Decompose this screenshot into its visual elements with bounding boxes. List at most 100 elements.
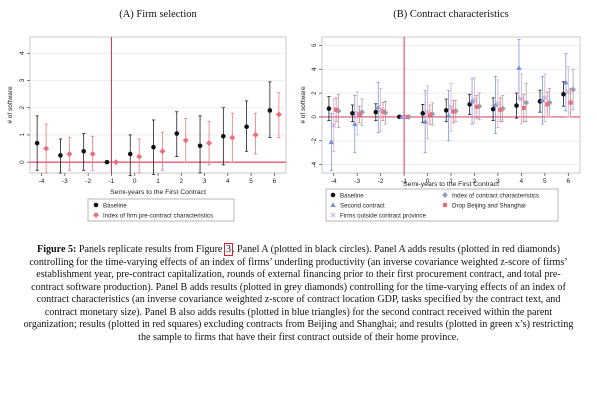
panel-b-x-tick-label--4: -4 <box>331 178 337 185</box>
panel-b-drop-point-6 <box>568 100 573 105</box>
panel-b-chart: (B) Contract characteristics -4 -2 0 2 4 6 -4… <box>300 9 581 222</box>
panel-a-baseline-point--1 <box>104 159 110 165</box>
panel-b-legend-marker-baseline <box>330 192 336 198</box>
figure-reference-link[interactable]: 3 <box>223 243 233 256</box>
panel-a-index-point-0 <box>136 153 143 160</box>
panel-a-y-tick-label-0: 0 <box>19 160 26 164</box>
panel-b-legend-marker-index <box>442 192 448 198</box>
caption-text-start: Panels replicate results from Figure <box>76 244 225 255</box>
panel-a-legend-label-index: Index of firm pre-contract characteristi… <box>103 213 213 220</box>
panel-b-outside-point-3-stroke-b <box>495 101 501 107</box>
panel-a-y-tick-label-3: 3 <box>19 78 26 82</box>
panel-a-baseline-point-5 <box>244 124 249 130</box>
panel-b-outside-point-6 <box>565 89 571 95</box>
panel-a-x-tick-label-0: 0 <box>133 178 137 185</box>
panel-b-index-point--3 <box>358 109 365 116</box>
panel-b-outside-point-2 <box>471 97 478 103</box>
panel-a-x-tick-label--1: -1 <box>109 178 115 185</box>
panel-b-legend-marker-outside <box>330 212 336 218</box>
panel-a-reference-lines <box>30 37 286 173</box>
panel-a-x-tick-label-3: 3 <box>203 178 207 185</box>
panel-b-x-tick-label--2: -2 <box>378 178 384 185</box>
panel-b-second-point-6 <box>563 79 569 85</box>
panel-b-x-tick-label-3: 3 <box>496 178 500 185</box>
panel-b-legend-marker-drop <box>442 202 448 208</box>
panel-a-index-point--2 <box>89 150 96 157</box>
panel-a-x-tick-label-6: 6 <box>273 178 277 185</box>
panel-a-y-axis-label: # of software <box>7 86 14 124</box>
panel-b-x-tick-label-1: 1 <box>449 178 453 185</box>
panel-b-outside-point-1-stroke-b <box>448 104 454 110</box>
panel-b-drop-point-5 <box>545 102 550 107</box>
panel-a-baseline-point--3 <box>58 153 63 158</box>
panel-a-baseline-point-4 <box>221 133 226 139</box>
panel-b-baseline-point-0 <box>420 111 426 116</box>
panel-b-second-point-3 <box>492 102 499 107</box>
panel-a-y-tick-label-2: 2 <box>19 105 26 109</box>
panel-b-second-point-0 <box>422 118 428 124</box>
panel-a-baseline-point-2 <box>174 131 180 136</box>
panel-b-drop-point-4 <box>521 105 526 111</box>
panel-a-index-point-1 <box>159 148 166 155</box>
panel-a-legend-label-baseline: Baseline <box>103 203 127 210</box>
panel-a-y-tick-labels: 0 1 2 3 4 <box>19 51 30 164</box>
panel-a-x-tick-label--2: -2 <box>85 178 91 185</box>
caption-label: Figure 5: <box>37 244 77 255</box>
panel-b-drop-point-0 <box>427 112 433 117</box>
panel-b-baseline-point-6 <box>561 91 566 97</box>
panel-a-y-tick-label-1: 1 <box>19 133 26 137</box>
panel-b-legend-label-index: Index of contract characteristics <box>452 193 539 200</box>
panel-b-x-tick-label-0: 0 <box>426 178 430 185</box>
panel-b-x-tick-label-5: 5 <box>543 178 547 185</box>
panel-b-outside-point--3-stroke-b <box>354 110 360 116</box>
panel-a-baseline-point-1 <box>151 144 156 150</box>
panel-b-index-point--1 <box>405 113 412 120</box>
panel-a-baseline-point-3 <box>197 143 203 149</box>
panel-b-y-tick-label--2: -2 <box>311 137 318 143</box>
panel-b-outside-point-0-stroke-b <box>424 109 431 115</box>
panel-b-outside-point--3 <box>354 110 360 116</box>
panel-b-legend-marker-outside-symbol-stroke-b <box>330 212 336 218</box>
panel-b-x-tick-labels: -4 -3 -2 -1 0 1 2 3 4 5 6 <box>331 173 570 185</box>
panel-b-y-tick-label-2: 2 <box>311 91 318 95</box>
panel-a-plot-frame <box>29 36 287 174</box>
panel-b-baseline-point--3 <box>350 111 355 116</box>
panel-b-gridlines <box>322 44 580 166</box>
panel-b-legend-marker-index-symbol <box>442 192 448 198</box>
panel-b-drop-point--4 <box>334 107 339 112</box>
panel-b-outside-point-1 <box>448 104 454 110</box>
panel-a-x-tick-label-4: 4 <box>226 178 230 185</box>
panel-b-outside-point--4-stroke-b <box>331 122 337 128</box>
panel-b-outside-point--1 <box>401 114 407 120</box>
panel-a-chart: (A) Firm selection 0 1 2 3 4 -4 -3 -2 -1 0 1 2 3 4 5 6… <box>7 9 287 222</box>
panel-a-x-tick-label-5: 5 <box>249 178 253 185</box>
panel-a-x-tick-label--4: -4 <box>39 178 45 185</box>
panel-a-legend-marker-index <box>93 212 99 218</box>
panel-b-legend-label-second: Second contract <box>340 203 385 210</box>
panel-b-drop-point-1 <box>451 109 456 114</box>
panel-a-legend-box <box>87 198 235 222</box>
panel-a-baseline-point-0 <box>127 151 133 157</box>
panel-a-index-point-6 <box>275 111 282 118</box>
panel-b-outside-point--2 <box>378 107 384 113</box>
panel-a-index-point-5 <box>252 131 259 138</box>
panel-b-outside-point--4 <box>331 122 337 128</box>
panel-b-legend-marker-second <box>330 202 336 207</box>
panel-b-index-point-4 <box>523 99 530 106</box>
panel-a-x-tick-labels: -4 -3 -2 -1 0 1 2 3 4 5 6 <box>39 173 277 185</box>
panel-b-outside-point--1-stroke-b <box>401 114 407 120</box>
panel-b-y-axis-label: # of software <box>300 86 307 124</box>
panel-a-index-point-2 <box>182 137 189 144</box>
panel-b-baseline-point-1 <box>443 108 449 113</box>
panel-a-x-axis-label: Semi-years to the First Contract <box>110 189 206 196</box>
panel-a-marks <box>34 81 282 177</box>
panel-b-x-tick-label--1: -1 <box>401 178 407 185</box>
panel-b-marks <box>326 39 577 171</box>
panel-b-legend-label-baseline: Baseline <box>340 193 364 200</box>
panel-b-y-tick-label-6: 6 <box>311 43 318 47</box>
panel-b-drop-point-2 <box>474 104 479 109</box>
panel-b-title: (B) Contract characteristics <box>393 9 508 20</box>
panel-a-x-tick-label-1: 1 <box>156 178 160 185</box>
panel-b-y-tick-label--4: -4 <box>311 161 318 167</box>
panel-b-y-tick-label-4: 4 <box>311 67 318 71</box>
